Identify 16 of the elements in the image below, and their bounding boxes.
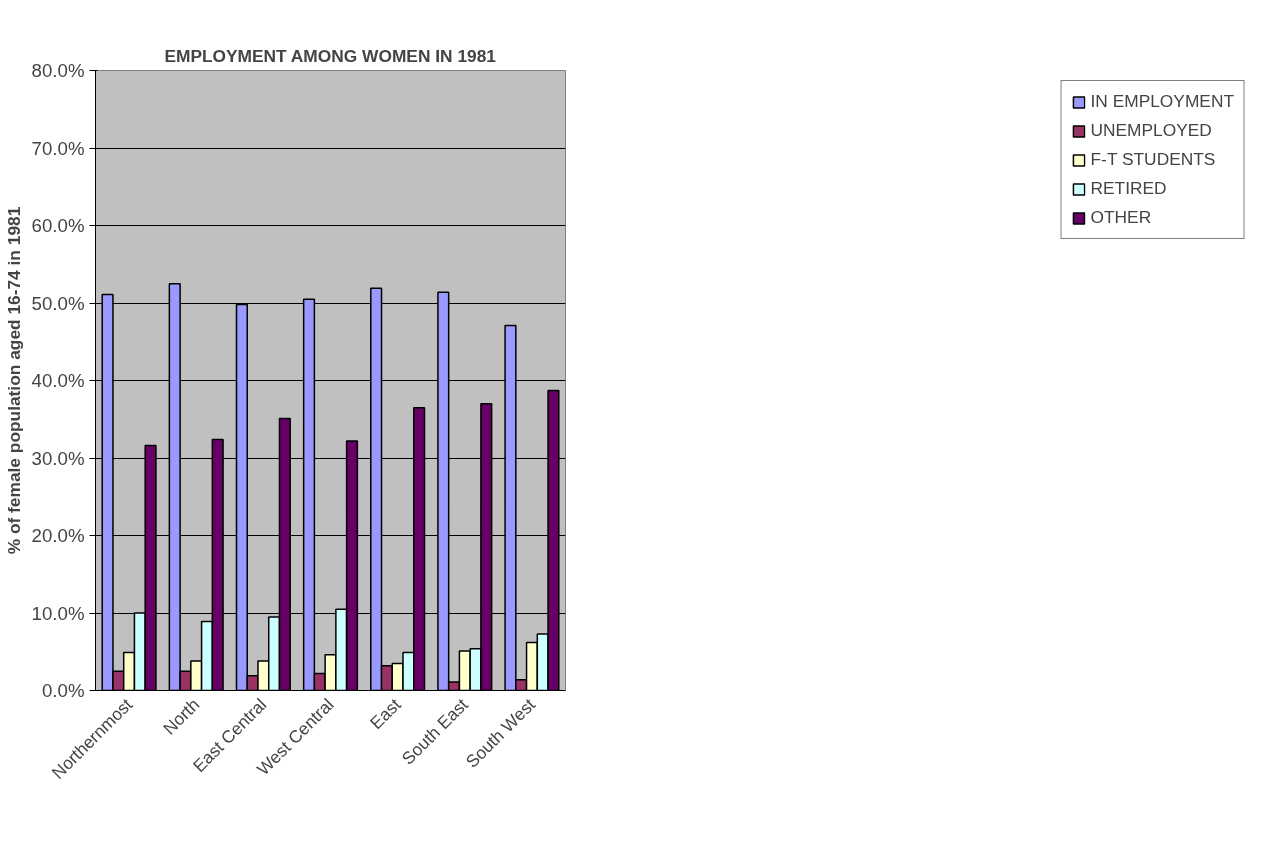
y-tick-label: 0.0% xyxy=(41,680,85,701)
legend-label: OTHER xyxy=(1090,207,1152,228)
y-tick-label: 30.0% xyxy=(31,447,85,469)
y-tick-label: 80.0% xyxy=(31,60,85,81)
legend-label: RETIRED xyxy=(1090,178,1167,199)
y-tick-label: 40.0% xyxy=(31,370,85,391)
y-tick-label: 70.0% xyxy=(31,137,85,159)
y-tick-label: 20.0% xyxy=(31,525,85,546)
y-axis-title: % of female population aged 16-74 in 1981 xyxy=(3,206,24,555)
legend-label: IN EMPLOYMENT xyxy=(1090,91,1234,112)
chart-title: EMPLOYMENT AMONG WOMEN IN 1981 xyxy=(164,45,497,66)
y-tick-label: 10.0% xyxy=(31,602,85,624)
y-tick-label: 50.0% xyxy=(31,292,85,314)
y-tick-label: 60.0% xyxy=(31,215,85,236)
legend-label: UNEMPLOYED xyxy=(1090,120,1212,141)
legend-label: F-T STUDENTS xyxy=(1090,149,1216,170)
